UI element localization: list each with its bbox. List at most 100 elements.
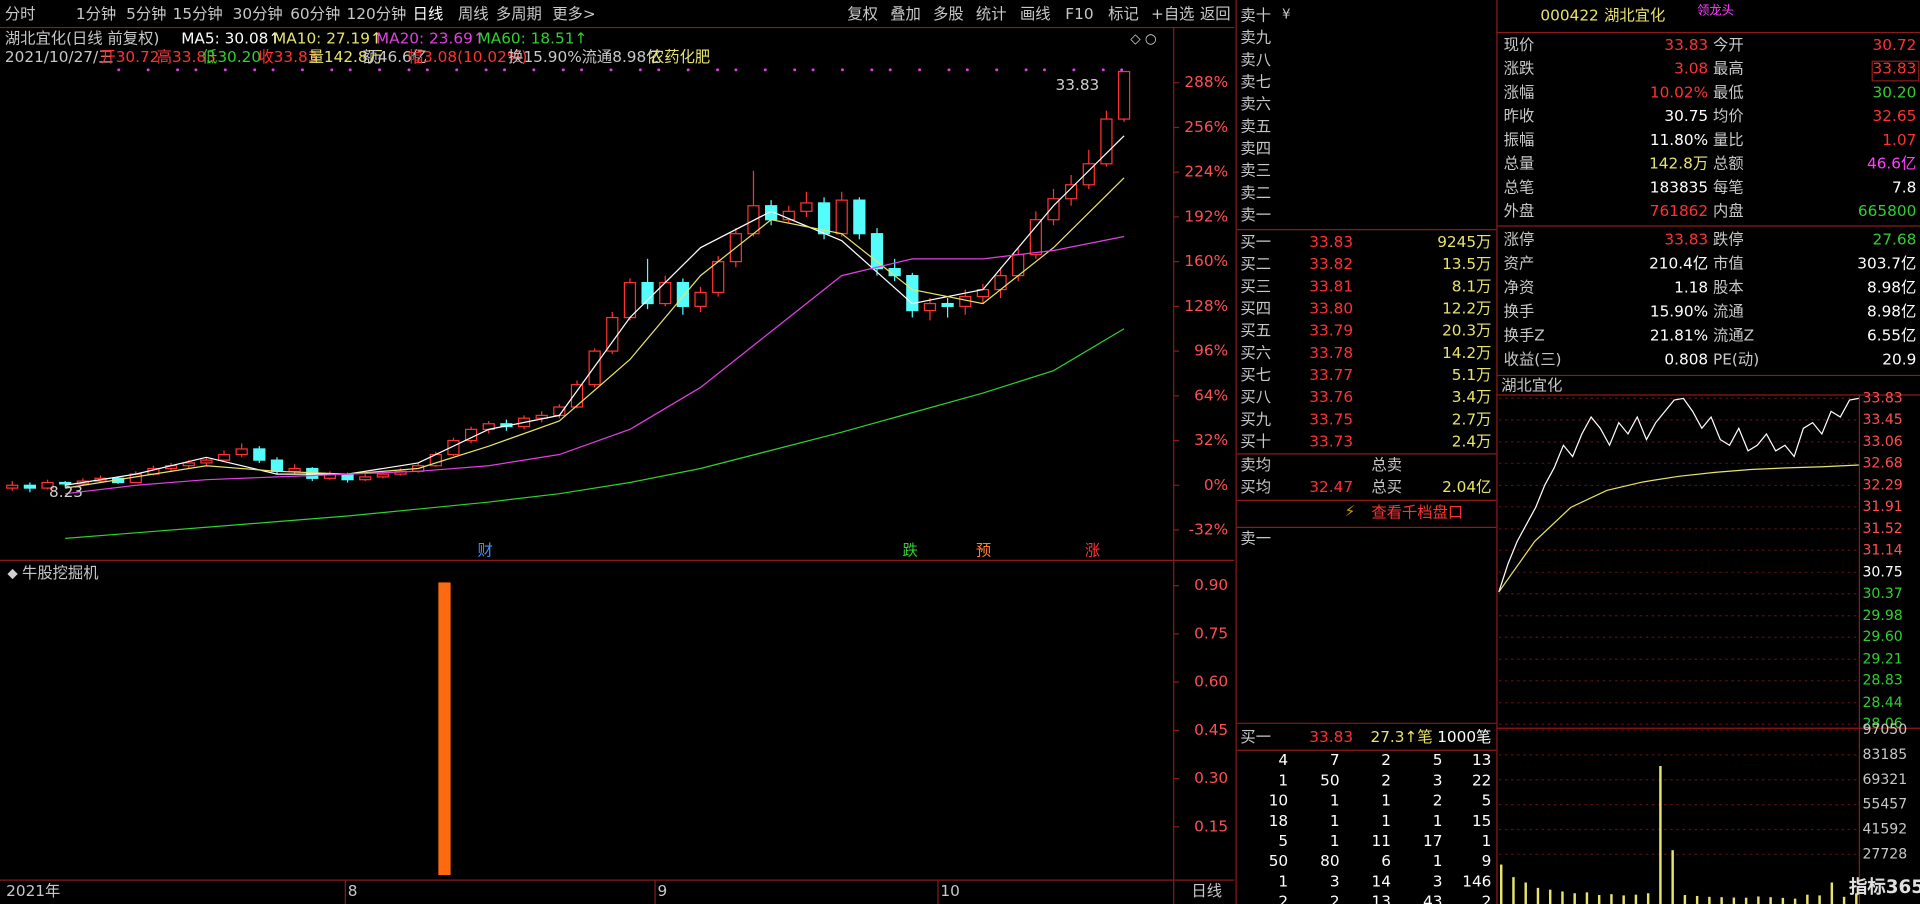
y-tick-label: 192%: [1184, 207, 1228, 225]
candle-body: [641, 281, 654, 305]
lightning-icon: ⚡: [1344, 503, 1355, 521]
y-tick-label: 0.75: [1194, 624, 1228, 642]
toolbar-button[interactable]: 叠加: [890, 5, 921, 23]
toolbar-button[interactable]: 复权: [847, 5, 878, 23]
toolbar-button[interactable]: 日线: [413, 5, 444, 23]
avg-label: 卖均: [1240, 456, 1271, 474]
stock-code: 000422: [1540, 6, 1598, 24]
quote-value: 21.81%: [1650, 327, 1708, 345]
quote-label: 市值: [1713, 255, 1744, 273]
quote-label: 涨跌: [1504, 60, 1535, 78]
signal-dot: [1024, 68, 1028, 72]
candle-body: [1047, 198, 1060, 221]
toolbar-button[interactable]: 120分钟: [347, 5, 407, 23]
tick-queue: 146: [1462, 872, 1491, 890]
toolbar-button[interactable]: +自选: [1151, 5, 1194, 23]
toolbar-button[interactable]: 返回: [1200, 5, 1231, 23]
y-tick-label: 33.83: [1862, 390, 1902, 406]
signal-dot: [1101, 68, 1105, 72]
ask-label: 卖九: [1240, 29, 1271, 47]
tick-queue: 11: [1372, 832, 1391, 850]
toolbar-button[interactable]: 15分钟: [173, 5, 223, 23]
bid-label: 买四: [1240, 300, 1271, 318]
signal-dot: [194, 68, 198, 72]
quote-line: 收33.83: [258, 48, 317, 66]
y-tick-label: 96%: [1194, 342, 1228, 360]
volume-bar: [1793, 898, 1797, 904]
toolbar-button[interactable]: 画线: [1020, 5, 1051, 23]
toolbar-button[interactable]: 5分钟: [126, 5, 166, 23]
toolbar-button[interactable]: 标记: [1108, 5, 1139, 23]
toolbar-button[interactable]: 1分钟: [76, 5, 116, 23]
tick-queue: 3: [1433, 872, 1443, 890]
toolbar-button[interactable]: 60分钟: [290, 5, 340, 23]
toolbar-button[interactable]: 30分钟: [233, 5, 283, 23]
quote-value: 1.18: [1674, 279, 1708, 297]
tick-count: 1000笔: [1437, 728, 1491, 746]
indicator-bar: [438, 582, 451, 876]
candle-body: [6, 484, 19, 489]
toolbar-button[interactable]: 统计: [976, 5, 1007, 23]
y-tick-label: 64%: [1194, 386, 1228, 404]
candle-body: [923, 302, 937, 312]
signal-dot: [348, 68, 352, 72]
volume-bar: [1536, 887, 1540, 904]
event-marker[interactable]: 涨: [1085, 542, 1100, 560]
quote-value: 27.68: [1873, 231, 1917, 249]
toolbar-button[interactable]: 分时: [5, 5, 36, 23]
tick-price: 33.83: [1309, 728, 1353, 746]
bid-price: 33.75: [1309, 410, 1353, 428]
toolbar-button[interactable]: 多周期: [496, 5, 542, 23]
toolbar-button[interactable]: 周线: [458, 5, 489, 23]
candle-body: [447, 439, 460, 456]
volume-bar: [1806, 894, 1809, 904]
tick-queue: 2: [1330, 893, 1340, 904]
bid-volume: 12.2万: [1442, 300, 1491, 318]
bid-price: 33.82: [1309, 255, 1353, 273]
event-marker[interactable]: 跌: [902, 542, 917, 560]
tick-queue: 17: [1423, 832, 1442, 850]
tick-queue: 1: [1433, 852, 1443, 870]
bid-volume: 20.3万: [1442, 322, 1491, 340]
volume-bar: [1622, 895, 1625, 904]
event-marker[interactable]: 预: [976, 542, 991, 560]
tick-queue: 9: [1482, 852, 1492, 870]
volume-bar: [1524, 882, 1527, 904]
toolbar-button[interactable]: 更多>: [552, 5, 595, 23]
toolbar-button[interactable]: 多股: [933, 5, 964, 23]
volume-bar: [1646, 893, 1650, 904]
quote-label: 总额: [1713, 155, 1744, 173]
volume-bar: [1842, 896, 1846, 904]
quote-value: 30.75: [1664, 107, 1708, 125]
candle-body: [359, 476, 372, 481]
link[interactable]: 查看千档盘口: [1371, 504, 1463, 522]
bid-price: 33.80: [1309, 300, 1353, 318]
ask-label: 卖二: [1240, 184, 1271, 202]
volume-bar: [1769, 897, 1772, 904]
quote-value: 33.83: [1664, 36, 1708, 54]
quote-value: 210.4亿: [1649, 255, 1708, 273]
panel-icons[interactable]: ◇ ○: [1130, 31, 1157, 47]
quote-label: 总笔: [1504, 178, 1535, 196]
volume-bar: [1720, 897, 1723, 904]
y-tick-label: 0%: [1204, 476, 1228, 494]
tick-label: 买一: [1240, 728, 1271, 746]
quote-label: 流通Z: [1713, 327, 1754, 345]
y-tick-label: 0.90: [1194, 576, 1228, 594]
signal-dot: [176, 68, 180, 72]
tick-queue: 5: [1482, 792, 1492, 810]
y-tick-label: 0.15: [1194, 817, 1228, 835]
event-marker[interactable]: 财: [478, 542, 493, 560]
bid-volume: 5.1万: [1452, 366, 1492, 384]
avg-label: 总买: [1371, 478, 1402, 496]
signal-dot: [686, 68, 690, 72]
y-tick-label: -32%: [1189, 521, 1229, 539]
signal-dot: [1043, 68, 1046, 72]
volume-bar: [1500, 864, 1503, 904]
toolbar-button[interactable]: F10: [1065, 5, 1093, 23]
quote-value: 46.6亿: [1867, 155, 1916, 173]
collapse-icon[interactable]: ◆: [7, 565, 18, 581]
bid-label: 买五: [1240, 322, 1271, 340]
quote-label: 振幅: [1504, 131, 1535, 149]
